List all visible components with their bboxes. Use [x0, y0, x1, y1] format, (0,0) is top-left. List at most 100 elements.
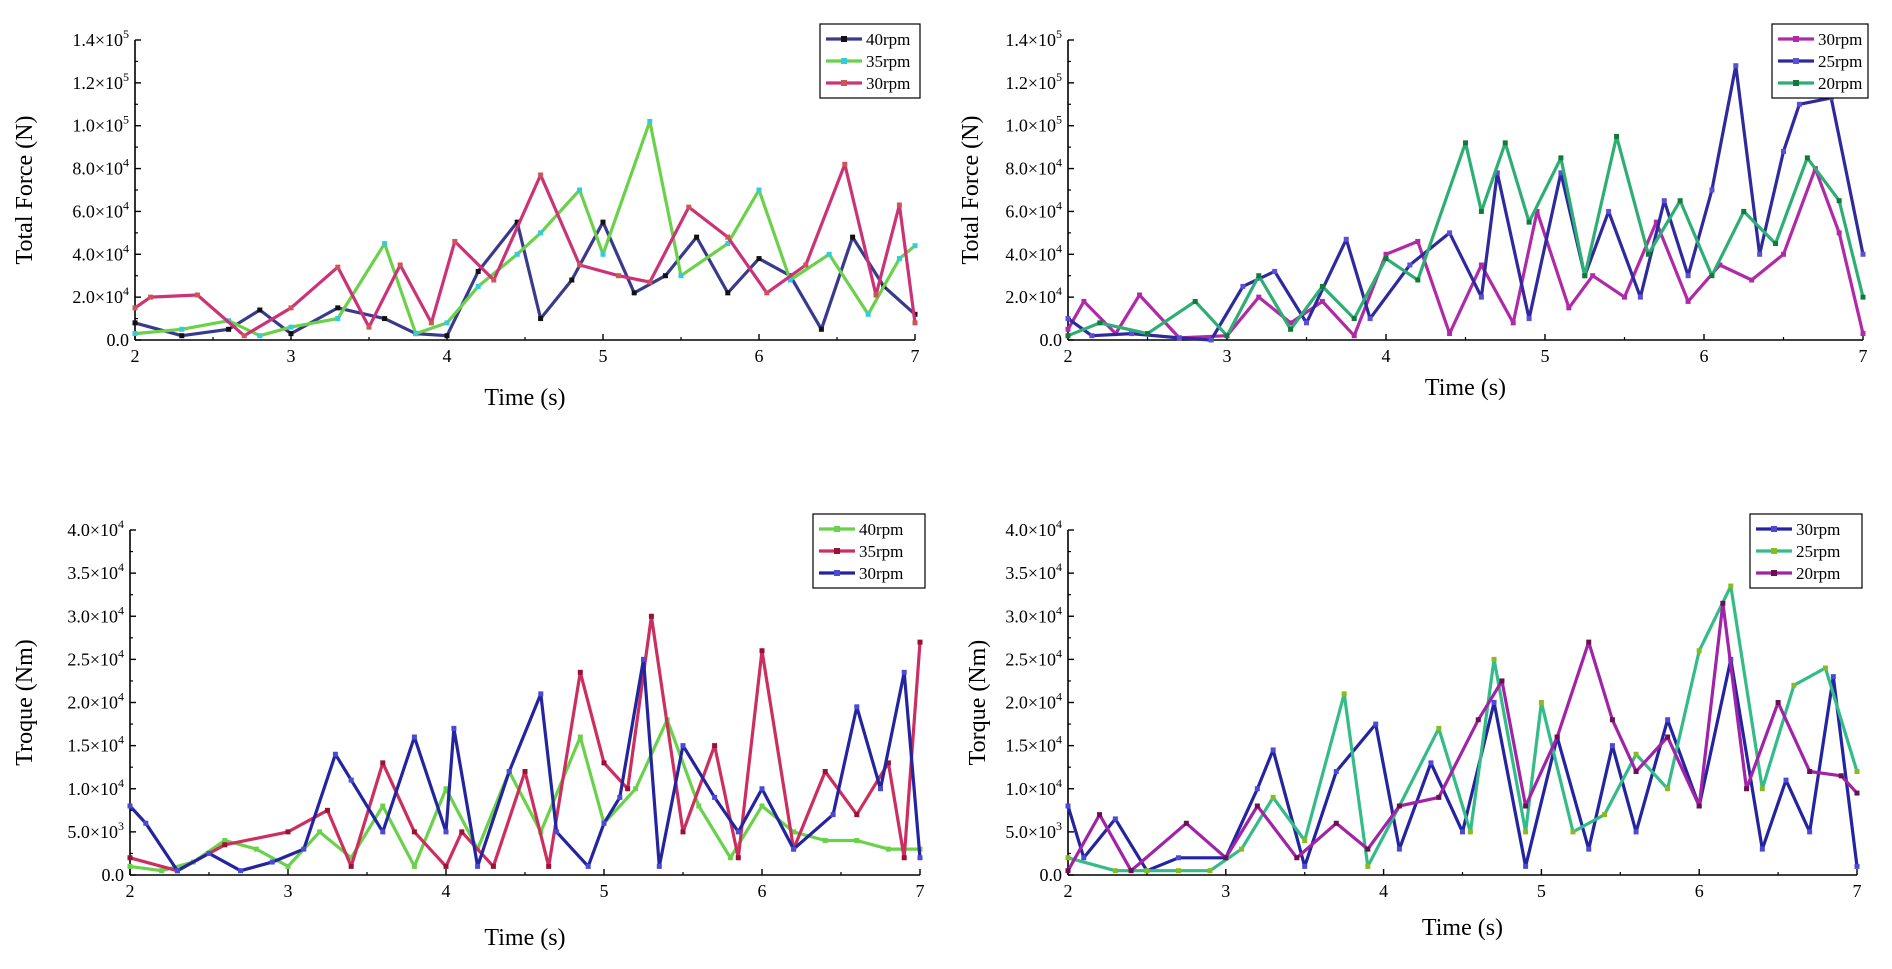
series-line-40rpm: [134, 220, 917, 338]
data-point: [1383, 251, 1389, 257]
data-point: [443, 829, 449, 835]
data-point: [348, 777, 354, 783]
y-tick-base: 0.0: [102, 865, 125, 885]
x-tick-label: 3: [284, 881, 293, 901]
y-tick-exp: 4: [1056, 603, 1062, 617]
data-point: [1586, 639, 1592, 645]
y-tick-base: 6.0×10: [1005, 201, 1056, 221]
data-point: [1288, 320, 1294, 326]
data-point: [538, 691, 544, 697]
y-tick-base: 2.5×10: [67, 649, 118, 669]
data-point: [1633, 829, 1639, 835]
data-point: [1526, 219, 1532, 225]
data-point: [1089, 333, 1095, 339]
y-tick-label: 2.0×104: [67, 690, 124, 713]
data-point: [1333, 769, 1339, 774]
data-point: [617, 794, 623, 800]
data-point: [1602, 812, 1608, 818]
data-point: [1478, 208, 1484, 214]
data-point: [725, 241, 731, 247]
data-point: [475, 863, 481, 869]
y-tick-exp: 4: [1056, 198, 1062, 212]
data-point: [1523, 829, 1529, 835]
y-tick-exp: 4: [123, 198, 129, 212]
data-point: [896, 256, 902, 262]
data-point: [725, 234, 731, 240]
data-point: [600, 219, 606, 225]
data-point: [1447, 230, 1453, 236]
data-point: [1491, 656, 1497, 662]
data-point: [1254, 786, 1260, 792]
data-point: [222, 842, 228, 848]
y-tick-exp: 4: [118, 560, 124, 574]
data-point: [1367, 316, 1373, 322]
x-tick-label: 6: [1695, 881, 1704, 901]
data-point: [917, 855, 923, 861]
data-point: [787, 277, 793, 283]
data-point: [735, 829, 741, 835]
data-point: [443, 786, 449, 792]
data-point: [348, 855, 354, 861]
data-point: [325, 807, 330, 813]
data-point: [1373, 721, 1379, 727]
data-point: [1733, 63, 1739, 69]
y-tick-exp: 4: [123, 241, 129, 255]
y-tick-exp: 4: [1056, 241, 1062, 255]
data-point: [712, 743, 718, 749]
y-axis-label: Total Force (N): [12, 116, 38, 265]
data-point: [694, 234, 700, 240]
data-point: [1696, 648, 1702, 654]
data-point: [1343, 236, 1349, 242]
y-tick-base: 0.0: [1040, 865, 1063, 885]
y-tick-label: 1.0×105: [72, 113, 129, 136]
data-point: [912, 243, 918, 249]
data-point: [506, 769, 512, 774]
x-tick-label: 2: [1064, 881, 1073, 901]
series-line-30rpm: [128, 657, 922, 873]
y-tick-label: 5.0×103: [1005, 819, 1062, 842]
legend-marker: [834, 548, 840, 554]
data-point: [1534, 208, 1540, 214]
data-point: [538, 230, 544, 236]
data-point: [1653, 219, 1659, 225]
legend-marker: [1793, 80, 1799, 86]
data-point: [633, 786, 639, 792]
y-tick-exp: 5: [1056, 27, 1062, 41]
data-point: [1614, 133, 1620, 139]
data-point: [1502, 140, 1508, 146]
x-tick-label: 7: [916, 881, 925, 901]
data-point: [285, 829, 291, 835]
data-point: [1804, 155, 1810, 161]
data-point: [1467, 829, 1473, 835]
data-point: [712, 794, 718, 800]
x-tick-label: 5: [1537, 881, 1546, 901]
data-point: [1854, 863, 1860, 869]
data-point: [1223, 855, 1229, 861]
series-line-20rpm: [1066, 601, 1859, 873]
y-tick-base: 8.0×10: [1005, 159, 1056, 179]
y-tick-exp: 4: [1056, 284, 1062, 298]
data-point: [1554, 734, 1560, 740]
x-tick-label: 6: [758, 881, 767, 901]
data-point: [490, 863, 496, 869]
data-point: [647, 279, 653, 285]
x-axis-label: Time (s): [1425, 375, 1506, 401]
data-point: [1460, 829, 1465, 835]
y-tick-label: 2.0×104: [1005, 690, 1062, 713]
data-point: [127, 803, 133, 809]
y-tick-base: 1.2×10: [72, 73, 123, 93]
data-point: [1796, 101, 1802, 107]
data-point: [1696, 803, 1702, 809]
y-axis-label: Torque (Nm): [965, 640, 991, 766]
data-point: [625, 786, 631, 792]
data-point: [759, 648, 765, 654]
y-tick-exp: 3: [1056, 819, 1062, 833]
data-point: [878, 786, 883, 792]
y-tick-exp: 4: [118, 733, 124, 747]
data-point: [1499, 678, 1505, 684]
data-point: [443, 863, 449, 869]
y-tick-base: 4.0×10: [1005, 520, 1056, 540]
y-tick-label: 3.5×104: [67, 560, 124, 583]
y-tick-label: 8.0×104: [1005, 156, 1062, 179]
data-point: [1239, 846, 1245, 852]
